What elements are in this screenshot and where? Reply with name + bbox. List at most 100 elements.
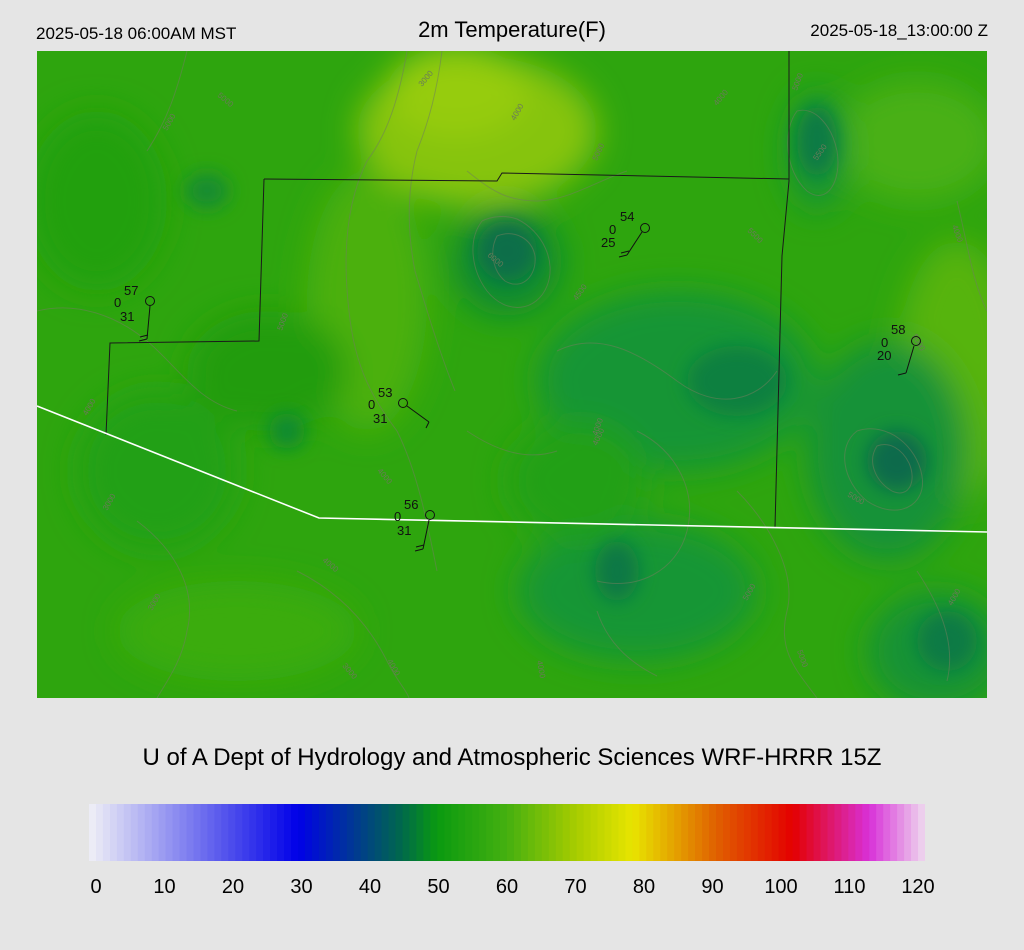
colorbar-swatch bbox=[423, 804, 431, 861]
colorbar-swatch bbox=[890, 804, 898, 861]
county-boundaries bbox=[105, 51, 790, 528]
colorbar-tick-label: 100 bbox=[764, 876, 798, 898]
colorbar-swatch bbox=[339, 804, 348, 861]
station-temp: 57 bbox=[124, 283, 138, 298]
colorbar-swatch bbox=[158, 804, 167, 861]
colorbar-tick-label: 90 bbox=[701, 876, 724, 898]
station-temp: 53 bbox=[378, 385, 392, 400]
colorbar-swatch bbox=[235, 804, 243, 861]
colorbar-swatch bbox=[277, 804, 285, 861]
colorbar-swatch bbox=[242, 804, 250, 861]
colorbar-swatch bbox=[911, 804, 919, 861]
colorbar-swatch bbox=[590, 804, 599, 861]
colorbar-swatch bbox=[841, 804, 849, 861]
station-mid: 0 bbox=[881, 335, 888, 350]
station-plot: 57 0 31 bbox=[114, 283, 155, 342]
station-dewpoint: 31 bbox=[397, 523, 411, 538]
colorbar-swatch bbox=[137, 804, 146, 861]
colorbar-swatch bbox=[381, 804, 390, 861]
colorbar-swatch bbox=[493, 804, 501, 861]
colorbar-swatch bbox=[604, 804, 613, 861]
colorbar-swatch bbox=[639, 804, 647, 861]
colorbar-swatch bbox=[848, 804, 856, 861]
colorbar-swatch bbox=[792, 804, 801, 861]
colorbar-swatch bbox=[207, 804, 215, 861]
station-mid: 0 bbox=[394, 509, 401, 524]
colorbar-swatch bbox=[291, 804, 299, 861]
colorbar-swatch bbox=[583, 804, 592, 861]
colorbar-swatch bbox=[722, 804, 731, 861]
colorbar-swatch bbox=[716, 804, 724, 861]
colorbar-swatch bbox=[771, 804, 780, 861]
valid-time-utc: 2025-05-18_13:00:00 Z bbox=[810, 21, 988, 40]
temperature-field bbox=[37, 51, 987, 698]
colorbar-swatch bbox=[743, 804, 752, 861]
colorbar-swatch bbox=[151, 804, 160, 861]
colorbar-swatch bbox=[109, 804, 118, 861]
colorbar-swatch bbox=[130, 804, 139, 861]
colorbar-swatch bbox=[444, 804, 452, 861]
colorbar-swatch bbox=[876, 804, 884, 861]
colorbar-swatch bbox=[632, 804, 640, 861]
colorbar-swatch bbox=[555, 804, 564, 861]
station-plot: 53 0 31 bbox=[368, 385, 430, 429]
colorbar-swatch bbox=[270, 804, 278, 861]
colorbar-tick-label: 80 bbox=[632, 876, 656, 898]
colorbar-swatch bbox=[451, 804, 459, 861]
map-title: 2m Temperature(F) bbox=[418, 17, 606, 42]
station-temp: 58 bbox=[891, 322, 905, 337]
colorbar-swatch bbox=[667, 804, 675, 861]
colorbar-swatch bbox=[179, 804, 188, 861]
colorbar-swatch bbox=[221, 804, 229, 861]
colorbar-swatch bbox=[527, 804, 536, 861]
colorbar-tick-label: 20 bbox=[221, 876, 245, 898]
colorbar-swatch bbox=[332, 804, 341, 861]
colorbar-swatch bbox=[298, 804, 306, 861]
colorbar-swatch bbox=[562, 804, 571, 861]
colorbar-swatch bbox=[388, 804, 397, 861]
colorbar-swatch bbox=[653, 804, 661, 861]
colorbar-swatch bbox=[904, 804, 912, 861]
colorbar-swatch bbox=[374, 804, 383, 861]
colorbar-swatch bbox=[200, 804, 209, 861]
station-dewpoint: 25 bbox=[601, 235, 615, 250]
colorbar-swatch bbox=[729, 804, 738, 861]
colorbar-swatch bbox=[318, 804, 327, 861]
elevation-contours bbox=[37, 51, 987, 698]
colorbar-tick-label: 70 bbox=[564, 876, 587, 898]
colorbar-swatch bbox=[311, 804, 320, 861]
colorbar-swatch bbox=[479, 804, 487, 861]
colorbar-swatch bbox=[458, 804, 466, 861]
colorbar-swatch bbox=[548, 804, 557, 861]
colorbar-swatch bbox=[534, 804, 543, 861]
colorbar-swatch bbox=[500, 804, 508, 861]
colorbar-tick-label: 50 bbox=[427, 876, 450, 898]
colorbar-swatch bbox=[165, 804, 174, 861]
colorbar-swatch bbox=[256, 804, 264, 861]
colorbar-swatch bbox=[193, 804, 202, 861]
colorbar-swatch bbox=[325, 804, 334, 861]
colorbar-swatch bbox=[646, 804, 654, 861]
station-temp: 56 bbox=[404, 497, 418, 512]
station-dewpoint: 20 bbox=[877, 348, 891, 363]
colorbar-tick-label: 60 bbox=[495, 876, 519, 898]
colorbar-swatch bbox=[820, 804, 829, 861]
colorbar-swatch bbox=[806, 804, 815, 861]
colorbar-swatch bbox=[437, 804, 445, 861]
colorbar-swatch bbox=[750, 804, 759, 861]
colorbar-swatch bbox=[897, 804, 905, 861]
colorbar-swatch bbox=[813, 804, 822, 861]
border-line bbox=[37, 405, 987, 533]
svg-text:4000: 4000 bbox=[535, 660, 547, 680]
station-temp: 54 bbox=[620, 209, 634, 224]
colorbar-ticks: 0 10 20 30 40 50 60 70 80 90 100 110 120 bbox=[0, 876, 1024, 906]
colorbar-swatch bbox=[249, 804, 257, 861]
station-mid: 0 bbox=[114, 295, 121, 310]
colorbar-swatch bbox=[263, 804, 271, 861]
colorbar-swatch bbox=[416, 804, 424, 861]
colorbar-swatch bbox=[799, 804, 808, 861]
station-mid: 0 bbox=[609, 222, 616, 237]
colorbar-swatch bbox=[304, 804, 313, 861]
station-mid: 0 bbox=[368, 397, 375, 412]
colorbar-swatch bbox=[144, 804, 153, 861]
